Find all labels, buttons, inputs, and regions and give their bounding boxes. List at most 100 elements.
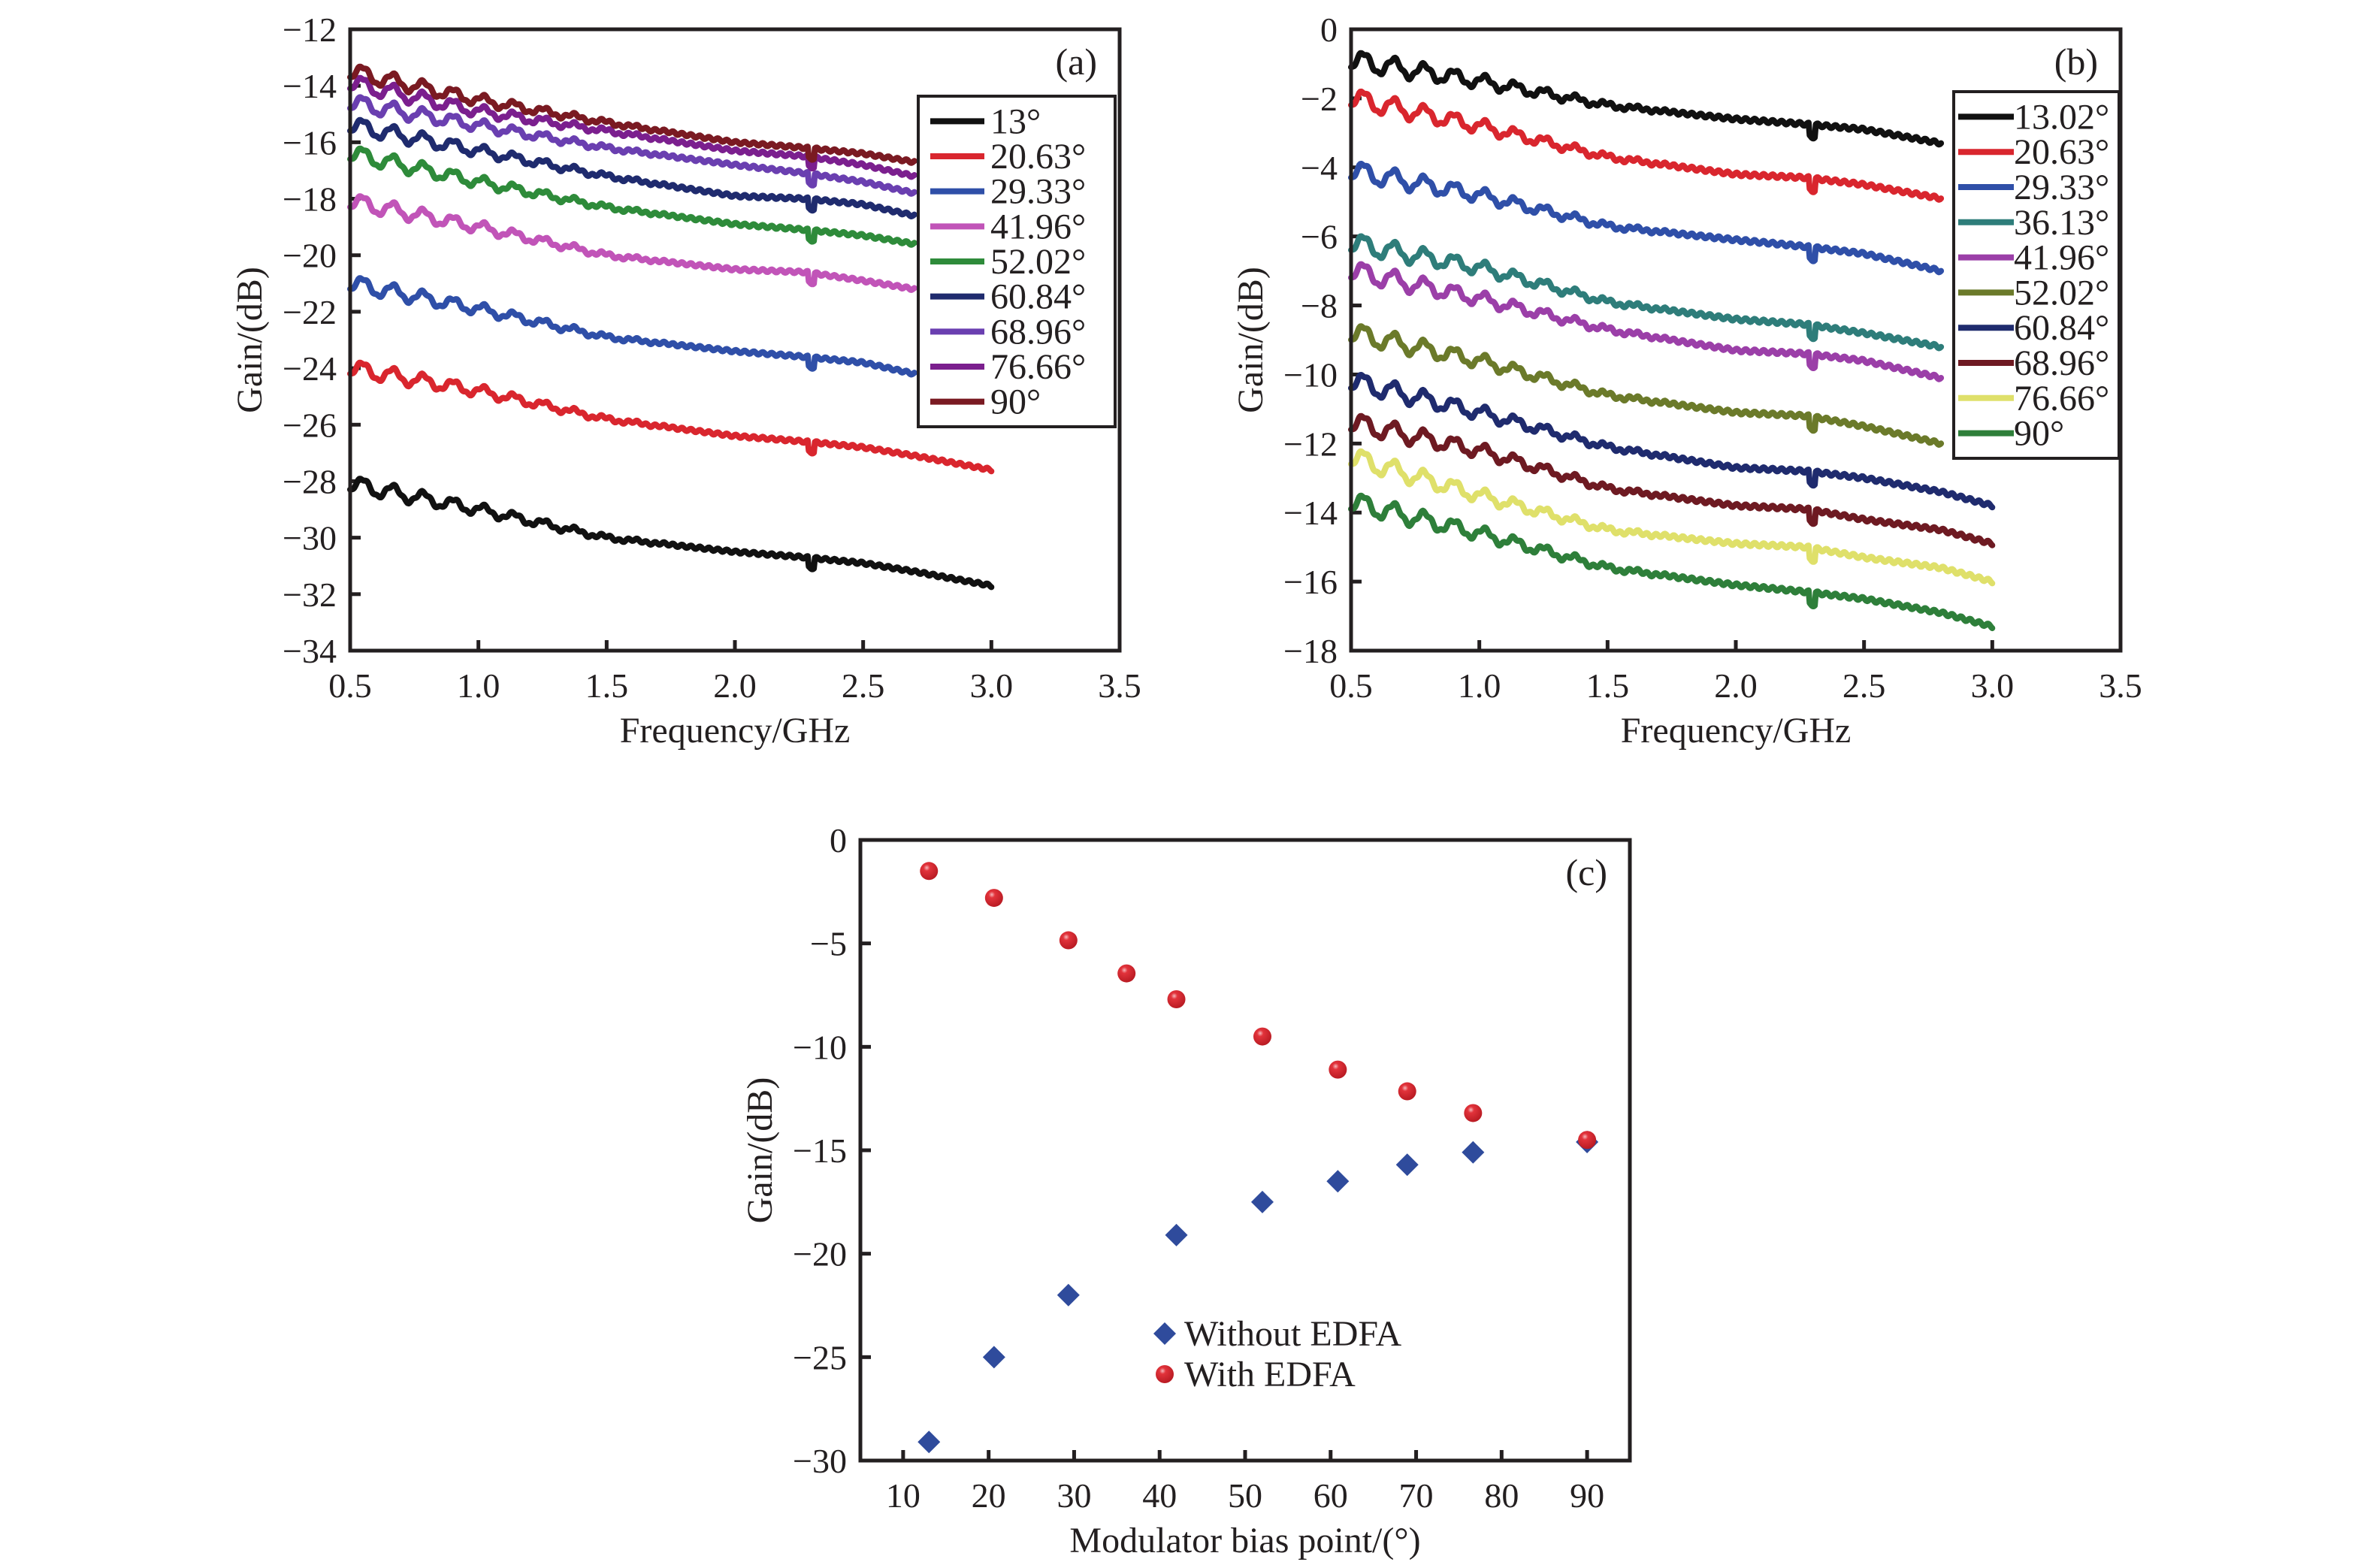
series-line-1 bbox=[1348, 50, 1945, 148]
series-line-8 bbox=[1348, 412, 1996, 548]
legend-marker-diamond bbox=[1153, 1322, 1176, 1345]
point-with-edfa bbox=[1578, 1131, 1597, 1150]
x-tick-label: 30 bbox=[1057, 1476, 1091, 1515]
y-tick-label: −2 bbox=[1301, 80, 1338, 118]
y-tick-label: −16 bbox=[283, 123, 337, 162]
point-with-edfa bbox=[1398, 1082, 1416, 1101]
y-tick-label: −10 bbox=[793, 1028, 847, 1066]
panel-b-gain-vs-frequency-with-edfa: −18 −16 −14 −12 −10 −8 −6 −4 −2 0 0.5 1.0 1.5 2.0 2.5… bbox=[1231, 11, 2142, 751]
legend-label: With EDFA bbox=[1184, 1355, 1356, 1394]
point-with-edfa bbox=[920, 862, 939, 881]
panel-b-curves bbox=[1348, 50, 1996, 632]
series-line-10 bbox=[1348, 492, 1996, 632]
panel-b-x-axis-title: Frequency/GHz bbox=[1621, 711, 1852, 751]
panel-b-legend: 13.02°20.63°29.33°36.13°41.96°52.02°60.8… bbox=[1952, 90, 2121, 460]
series-line-9 bbox=[1348, 448, 1996, 587]
legend-label: 13° bbox=[990, 101, 1041, 141]
series-line-4 bbox=[1348, 233, 1945, 352]
series-line-6 bbox=[1348, 323, 1945, 448]
panel-c-y-tick-labels: −30 −25 −20 −15 −10 −5 0 bbox=[793, 821, 847, 1480]
panel-a-y-axis-title: Gain/(dB) bbox=[230, 267, 270, 413]
panel-a-label: (a) bbox=[1056, 41, 1098, 83]
y-tick-label: −20 bbox=[793, 1235, 847, 1273]
legend-marker-circle bbox=[1156, 1365, 1174, 1383]
series-line-1 bbox=[347, 476, 995, 591]
x-tick-label: 70 bbox=[1399, 1476, 1434, 1515]
series-line-8 bbox=[347, 74, 917, 180]
y-tick-label: −15 bbox=[793, 1131, 847, 1170]
point-with-edfa bbox=[1329, 1060, 1347, 1079]
series-line-5 bbox=[347, 145, 917, 248]
point-without-edfa bbox=[917, 1431, 941, 1454]
y-tick-label: 0 bbox=[830, 821, 847, 860]
panel-b-y-axis-title: Gain/(dB) bbox=[1231, 267, 1271, 413]
point-with-edfa bbox=[984, 889, 1003, 908]
x-tick-label: 60 bbox=[1313, 1476, 1348, 1515]
y-tick-label: −30 bbox=[793, 1442, 847, 1480]
legend-label: 52.02° bbox=[2014, 273, 2109, 313]
x-tick-label: 20 bbox=[972, 1476, 1006, 1515]
panel-c-y-axis-title: Gain/(dB) bbox=[740, 1077, 780, 1224]
panel-c-gain-vs-bias-point: −30 −25 −20 −15 −10 −5 0 10 20 30 40 50 60 70 80 90 Mo… bbox=[740, 821, 1632, 1560]
x-tick-label: 90 bbox=[1570, 1476, 1604, 1515]
legend-label: 76.66° bbox=[2014, 379, 2109, 418]
y-tick-label: −18 bbox=[283, 180, 337, 219]
panel-a-gain-vs-frequency-without-edfa: −34 −32 −30 −28 −26 −24 −22 −20 −18 −16 −14 −12 0.5… bbox=[230, 11, 1141, 751]
x-tick-label: 80 bbox=[1484, 1476, 1519, 1515]
point-with-edfa bbox=[1464, 1104, 1483, 1122]
legend-label: 90° bbox=[990, 382, 1041, 422]
y-tick-label: −12 bbox=[283, 11, 337, 49]
y-tick-label: −18 bbox=[1283, 632, 1338, 670]
x-tick-label: 40 bbox=[1142, 1476, 1177, 1515]
panel-b-label: (b) bbox=[2054, 41, 2098, 83]
x-tick-label: 2.0 bbox=[1714, 666, 1758, 705]
series-line-3 bbox=[1348, 161, 1945, 276]
panel-a-legend: 13°20.63°29.33°41.96°52.02°60.84°68.96°7… bbox=[917, 95, 1117, 428]
legend-label: 60.84° bbox=[2014, 308, 2109, 348]
y-tick-label: −28 bbox=[283, 462, 337, 500]
y-tick-label: −12 bbox=[1283, 424, 1338, 463]
x-tick-label: 3.5 bbox=[2099, 666, 2142, 705]
y-tick-label: −4 bbox=[1301, 149, 1338, 187]
point-without-edfa bbox=[1326, 1170, 1350, 1193]
legend-label: 36.13° bbox=[2014, 203, 2109, 243]
x-tick-label: 1.0 bbox=[457, 666, 500, 705]
x-tick-label: 2.0 bbox=[713, 666, 757, 705]
legend-label: 76.66° bbox=[990, 347, 1086, 387]
point-without-edfa bbox=[1165, 1223, 1188, 1246]
panel-a-x-axis-title: Frequency/GHz bbox=[620, 711, 851, 751]
legend-label: 29.33° bbox=[2014, 168, 2109, 207]
legend-label: 20.63° bbox=[990, 137, 1086, 177]
legend-label: 68.96° bbox=[2014, 343, 2109, 383]
legend-label: 90° bbox=[2014, 414, 2064, 454]
legend-label: 68.96° bbox=[990, 312, 1086, 352]
y-tick-label: −8 bbox=[1301, 287, 1338, 325]
legend-label: 41.96° bbox=[990, 207, 1086, 246]
x-tick-label: 2.5 bbox=[842, 666, 885, 705]
panel-a-axes-frame bbox=[348, 27, 1122, 653]
point-without-edfa bbox=[982, 1346, 1005, 1369]
point-with-edfa bbox=[1167, 990, 1186, 1009]
panel-a-curves bbox=[347, 63, 995, 591]
series-line-9 bbox=[347, 63, 917, 166]
x-tick-label: 10 bbox=[886, 1476, 920, 1515]
point-without-edfa bbox=[1462, 1141, 1485, 1164]
y-tick-label: −26 bbox=[283, 406, 337, 444]
panel-b-x-tick-labels: 0.5 1.0 1.5 2.0 2.5 3.0 3.5 bbox=[1329, 666, 2142, 705]
y-tick-label: −34 bbox=[283, 632, 337, 670]
y-tick-label: −14 bbox=[1283, 494, 1338, 532]
series-line-4 bbox=[347, 193, 917, 293]
series-line-2 bbox=[347, 359, 995, 475]
panel-c-x-tick-labels: 10 20 30 40 50 60 70 80 90 bbox=[886, 1476, 1604, 1515]
x-tick-label: 0.5 bbox=[328, 666, 372, 705]
panel-a-x-tick-labels: 0.5 1.0 1.5 2.0 2.5 3.0 3.5 bbox=[328, 666, 1141, 705]
x-tick-label: 3.0 bbox=[970, 666, 1014, 705]
panel-c-points bbox=[917, 862, 1599, 1454]
x-tick-label: 1.5 bbox=[1586, 666, 1630, 705]
series-line-7 bbox=[1348, 372, 1996, 511]
y-tick-label: −10 bbox=[1283, 355, 1338, 394]
legend-label: 60.84° bbox=[990, 277, 1086, 317]
series-line-2 bbox=[1348, 88, 1945, 203]
